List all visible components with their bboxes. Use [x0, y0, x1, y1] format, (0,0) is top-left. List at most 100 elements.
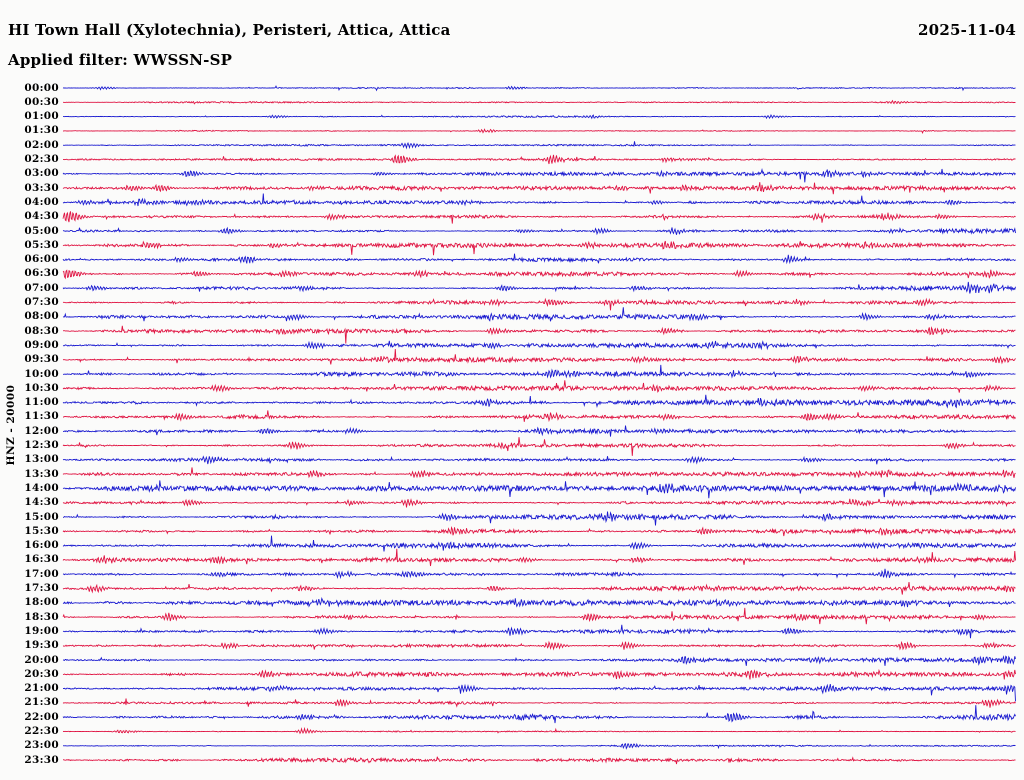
- row-time-label: 23:30: [24, 753, 59, 766]
- row-time-label: 21:00: [24, 682, 59, 695]
- row-time-label: 16:30: [24, 553, 59, 566]
- trace-row: [62, 394, 1016, 409]
- trace-row: [62, 480, 1016, 499]
- trace-row: [63, 425, 1016, 437]
- applied-filter-label: Applied filter: WWSSN-SP: [8, 51, 233, 69]
- row-time-label: 15:00: [24, 510, 59, 523]
- trace-row: [62, 705, 1016, 724]
- row-time-label: 04:00: [24, 195, 59, 208]
- row-time-label: 08:00: [24, 310, 59, 323]
- row-time-label: 22:30: [24, 725, 59, 737]
- row-time-label: 01:30: [24, 124, 59, 137]
- row-time-label: 21:30: [24, 696, 59, 709]
- row-time-label: 18:30: [24, 610, 59, 623]
- trace-row: [62, 253, 1016, 265]
- trace-row: [62, 467, 1016, 479]
- trace-row: [63, 99, 1016, 105]
- trace-row: [62, 624, 1016, 639]
- row-time-label: 12:30: [24, 439, 59, 451]
- trace-row: [62, 582, 1016, 595]
- row-time-label: 19:30: [24, 639, 59, 652]
- row-time-label: 20:00: [24, 653, 59, 666]
- row-time-label: 20:30: [24, 667, 59, 680]
- trace-row: [63, 511, 1016, 526]
- trace-row: [62, 698, 1016, 708]
- trace-row: [62, 297, 1016, 311]
- row-time-label: 14:00: [24, 481, 59, 494]
- trace-row: [63, 364, 1016, 379]
- row-time-label: 12:00: [24, 424, 59, 437]
- row-time-label: 11:30: [24, 410, 59, 423]
- trace-row: [62, 307, 1016, 322]
- trace-row: [62, 607, 1016, 625]
- row-time-label: 00:00: [24, 81, 59, 94]
- trace-row: [62, 269, 1016, 280]
- trace-row: [62, 525, 1016, 537]
- trace-row: [62, 726, 1016, 735]
- row-time-label: 05:00: [24, 224, 59, 237]
- row-time-label: 19:00: [24, 624, 59, 637]
- trace-row: [62, 128, 1016, 134]
- trace-row: [62, 340, 1016, 351]
- row-time-label: 14:30: [24, 496, 59, 509]
- row-time-label: 11:00: [24, 396, 59, 409]
- trace-row: [62, 85, 1016, 92]
- trace-row: [62, 548, 1016, 567]
- trace-row: [62, 182, 1016, 195]
- row-time-label: 01:00: [24, 110, 59, 123]
- row-time-label: 17:30: [24, 582, 59, 594]
- trace-row: [63, 154, 1016, 165]
- trace-row: [63, 113, 1016, 120]
- row-time-label: 05:30: [24, 238, 59, 251]
- row-time-label: 16:00: [24, 539, 59, 552]
- trace-row: [62, 240, 1016, 256]
- row-time-label: 06:30: [24, 267, 59, 280]
- row-time-label: 13:00: [24, 453, 59, 466]
- row-time-label: 22:00: [24, 710, 59, 723]
- row-time-label: 10:30: [24, 381, 59, 394]
- trace-row: [63, 410, 1016, 423]
- row-time-label: 04:30: [24, 210, 59, 223]
- row-time-label: 02:30: [24, 153, 59, 165]
- trace-row: [62, 535, 1016, 552]
- row-time-label: 00:30: [24, 95, 59, 108]
- trace-row: [62, 325, 1016, 344]
- row-time-label: 18:00: [24, 596, 59, 609]
- row-time-label: 09:30: [24, 353, 59, 366]
- row-time-label: 10:00: [24, 367, 59, 380]
- row-time-label: 06:00: [24, 253, 59, 266]
- row-time-label: 07:30: [24, 296, 59, 308]
- row-time-label: 03:30: [24, 181, 59, 194]
- row-time-label: 07:00: [24, 281, 59, 294]
- row-time-label: 03:00: [24, 167, 59, 180]
- trace-row: [62, 655, 1016, 666]
- trace-row: [62, 348, 1016, 365]
- trace-row: [62, 437, 1016, 456]
- row-time-label: 02:00: [24, 138, 59, 151]
- row-time-label: 23:00: [24, 739, 59, 752]
- trace-row: [62, 168, 1016, 183]
- row-time-label: 13:30: [24, 467, 59, 480]
- row-time-label: 08:30: [24, 324, 59, 337]
- trace-row: [62, 211, 1016, 224]
- trace-row: [62, 226, 1016, 236]
- trace-row: [62, 455, 1016, 465]
- trace-row: [62, 281, 1016, 294]
- trace-row: [62, 742, 1016, 750]
- trace-row: [62, 640, 1016, 651]
- trace-row: [62, 568, 1016, 580]
- trace-row: [62, 668, 1016, 680]
- station-title: HI Town Hall (Xylotechnia), Peristeri, A…: [8, 21, 451, 39]
- row-time-label: 17:00: [24, 567, 59, 580]
- trace-row: [62, 498, 1016, 508]
- trace-row: [62, 756, 1016, 765]
- trace-row: [62, 380, 1016, 393]
- record-date: 2025-11-04: [918, 21, 1016, 39]
- trace-row: [62, 683, 1016, 702]
- trace-row: [62, 193, 1016, 207]
- row-time-label: 09:00: [24, 338, 59, 351]
- trace-row: [62, 141, 1016, 150]
- trace-row: [62, 597, 1016, 608]
- row-time-label: 15:30: [24, 524, 59, 537]
